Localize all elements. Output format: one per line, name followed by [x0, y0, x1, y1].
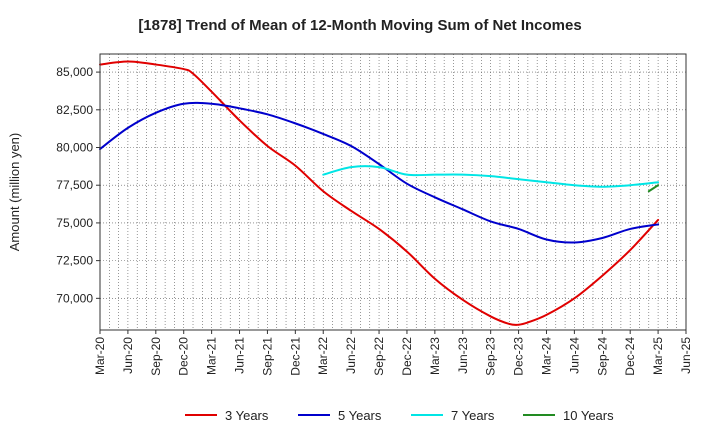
- x-tick-label: Dec-23: [512, 337, 526, 376]
- x-tick-label: Jun-20: [121, 337, 135, 374]
- x-axis-ticks: Mar-20 Jun-20 Sep-20 Dec-20 Mar-21 Jun-21 Sep-…: [93, 330, 693, 376]
- x-tick-label: Mar-23: [428, 337, 442, 375]
- y-tick-label: 82,500: [56, 103, 93, 117]
- x-tick-label: Mar-24: [539, 337, 553, 375]
- legend-label-5-years: 5 Years: [338, 408, 382, 423]
- y-tick-label: 70,000: [56, 291, 93, 305]
- x-tick-label: Sep-22: [372, 337, 386, 376]
- y-tick-label: 80,000: [56, 141, 93, 155]
- x-tick-label: Dec-22: [400, 337, 414, 376]
- x-tick-label: Sep-20: [149, 337, 163, 376]
- y-tick-label: 85,000: [56, 65, 93, 79]
- x-tick-label: Sep-21: [260, 337, 274, 376]
- legend-label-7-years: 7 Years: [451, 408, 495, 423]
- series-lines: [99, 60, 660, 326]
- x-tick-label: Dec-20: [177, 337, 191, 376]
- x-tick-label: Dec-24: [623, 337, 637, 376]
- x-tick-label: Sep-24: [595, 337, 609, 376]
- legend-label-3-years: 3 Years: [225, 408, 269, 423]
- series-line-7-years: [322, 165, 660, 188]
- x-tick-label: Jun-21: [233, 337, 247, 374]
- x-tick-label: Dec-21: [288, 337, 302, 376]
- x-tick-label: Mar-20: [93, 337, 107, 375]
- x-tick-label: Jun-22: [344, 337, 358, 374]
- x-tick-label: Jun-24: [567, 337, 581, 374]
- y-tick-label: 72,500: [56, 254, 93, 268]
- y-axis-label: Amount (million yen): [7, 133, 22, 252]
- plot-frame: [99, 53, 687, 331]
- legend-label-10-years: 10 Years: [563, 408, 614, 423]
- series-line-5-years: [99, 101, 660, 244]
- x-tick-label: Jun-23: [456, 337, 470, 374]
- y-tick-label: 75,000: [56, 216, 93, 230]
- legend: 3 Years 5 Years 7 Years 10 Years: [185, 408, 614, 423]
- series-line-3-years: [99, 60, 660, 326]
- y-axis-ticks: 70,000 72,500 75,000 77,500 80,000 82,500 85,0…: [56, 65, 100, 305]
- x-tick-label: Mar-21: [205, 337, 219, 375]
- chart-title: [1878] Trend of Mean of 12-Month Moving …: [138, 17, 581, 34]
- grid-lines: [99, 54, 687, 330]
- series-line-10-years: [647, 184, 660, 193]
- x-tick-label: Sep-23: [484, 337, 498, 376]
- x-tick-label: Jun-25: [679, 337, 693, 374]
- x-tick-label: Mar-25: [651, 337, 665, 375]
- x-tick-label: Mar-22: [316, 337, 330, 375]
- y-tick-label: 77,500: [56, 178, 93, 192]
